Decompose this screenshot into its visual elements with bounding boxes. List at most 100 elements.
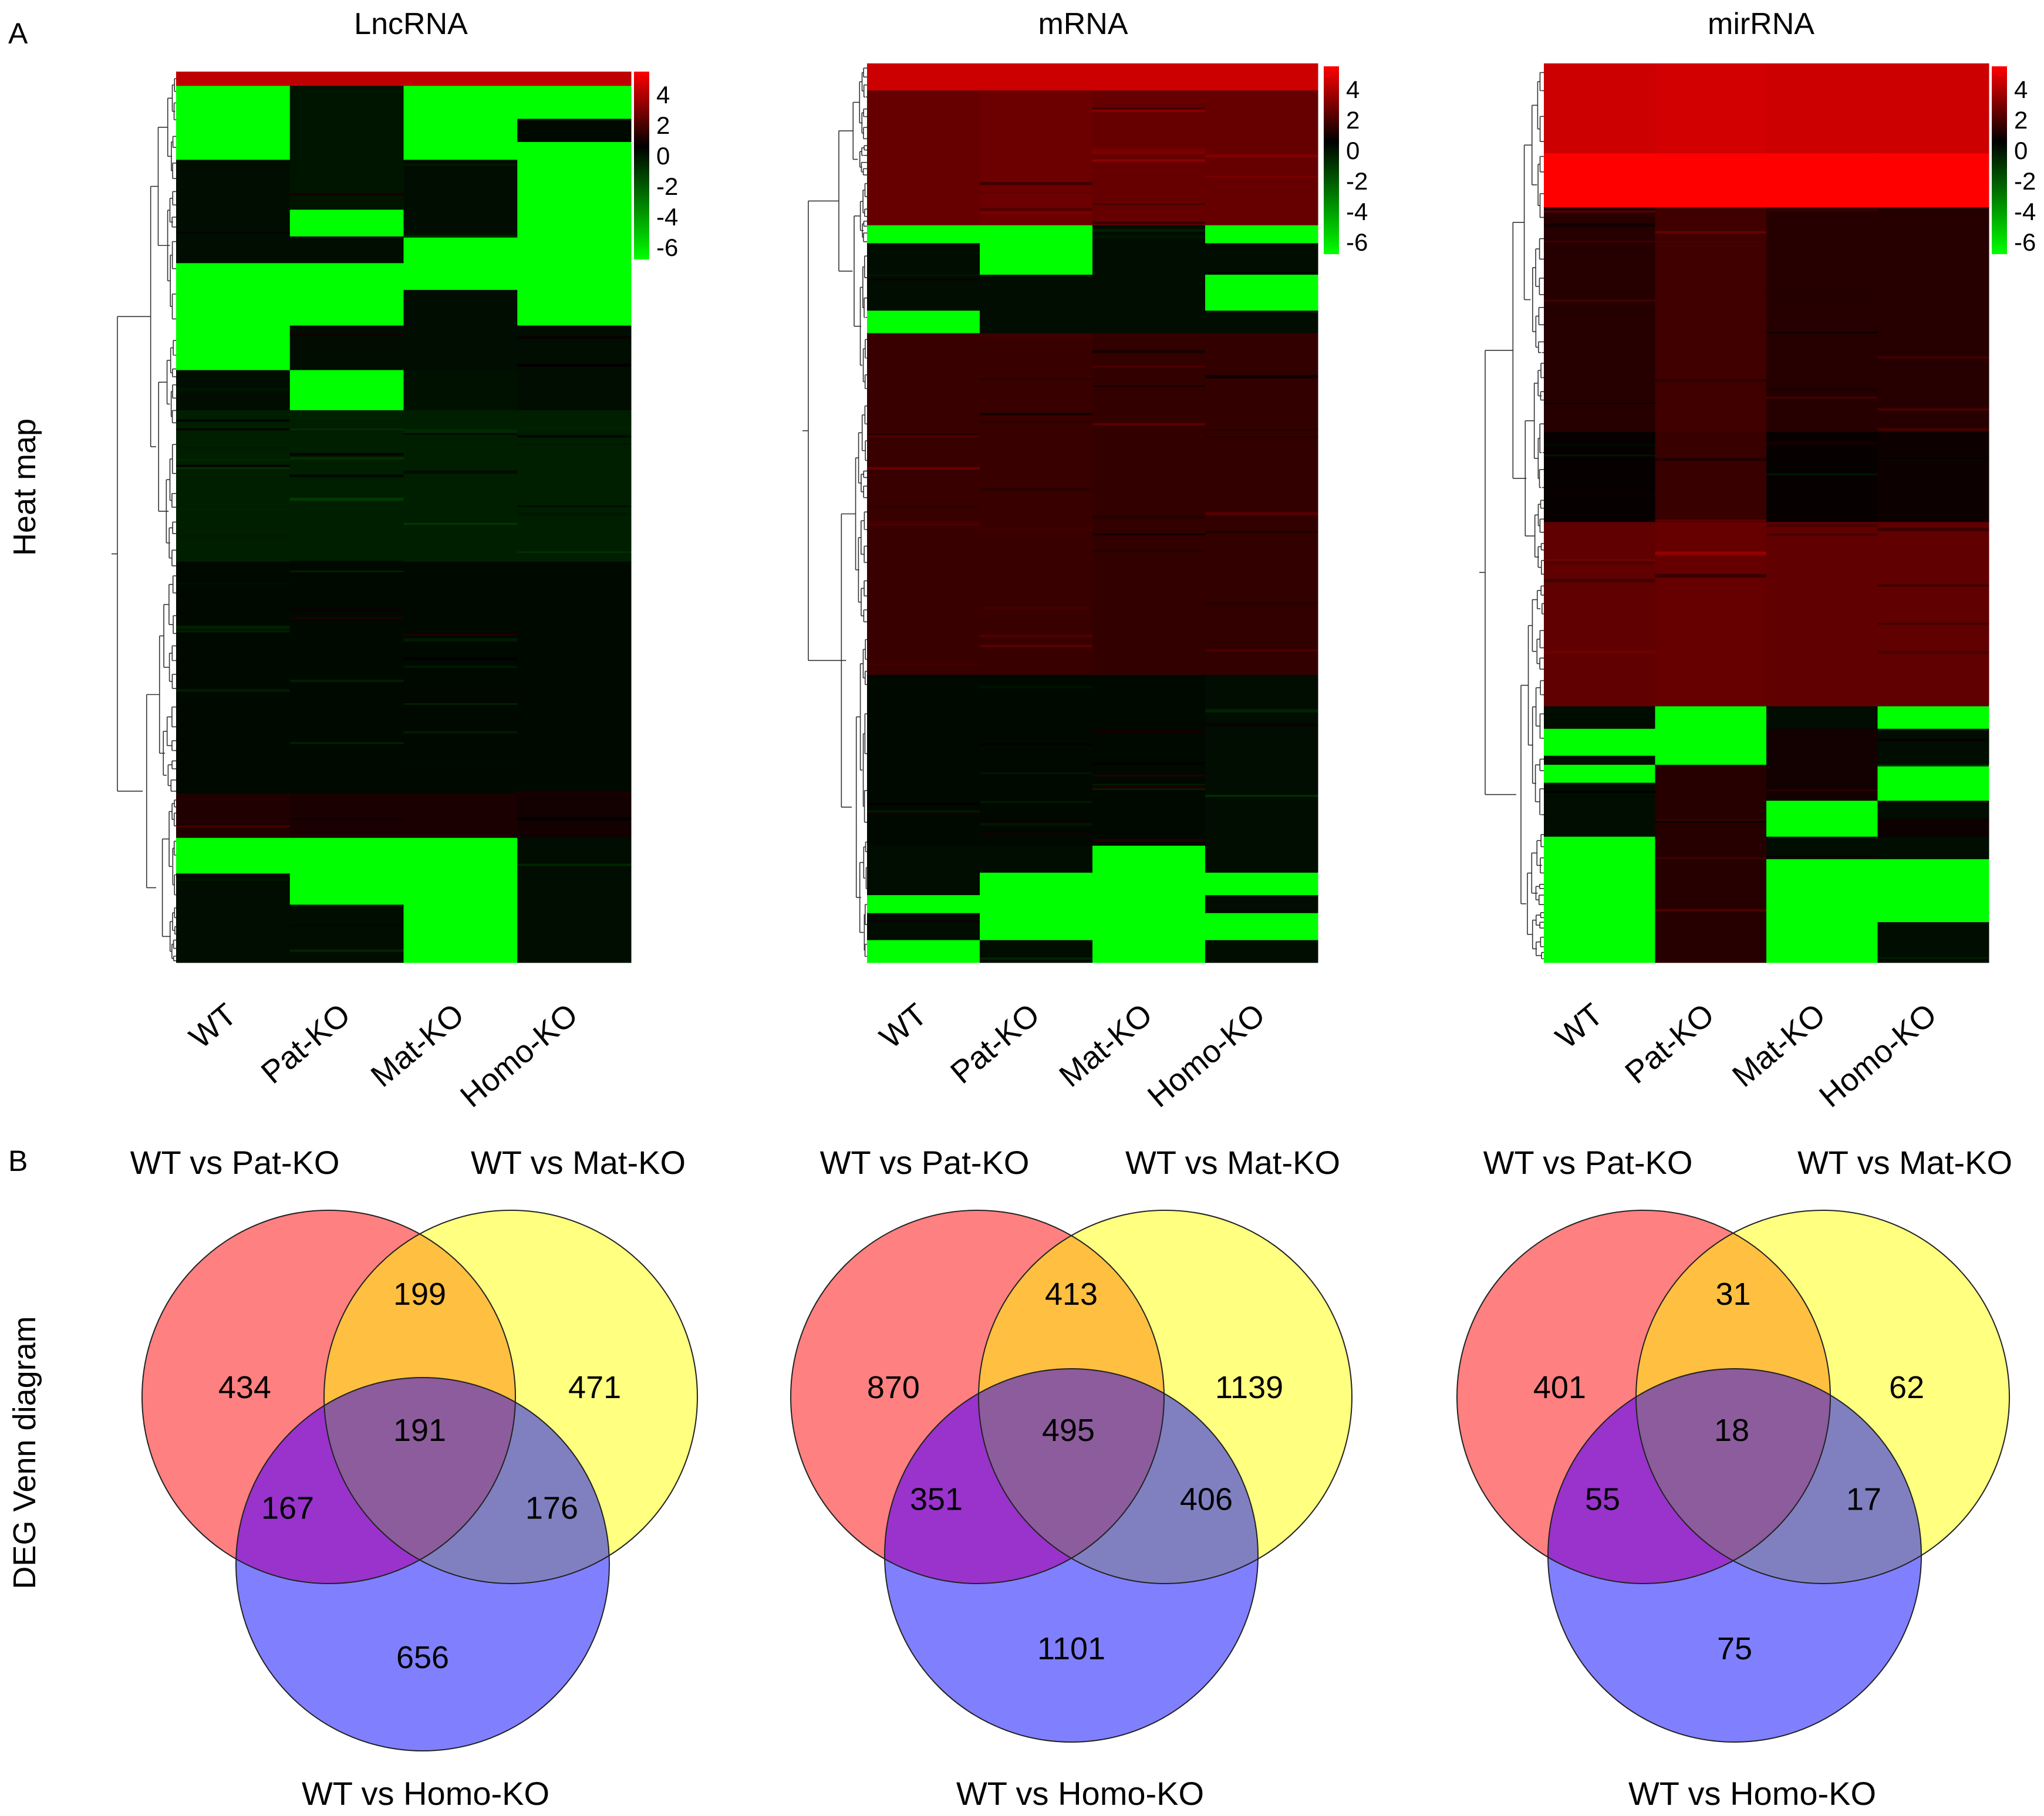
heatmap-cell	[176, 838, 291, 874]
heatmap-cell	[1205, 872, 1318, 896]
colorbar	[1324, 66, 1339, 254]
venn-set-label: WT vs Mat-KO	[471, 1144, 686, 1181]
heatmap-texture-stripe	[1092, 203, 1205, 205]
heatmap-texture-stripe	[1544, 492, 1655, 495]
heatmap-texture-stripe	[867, 435, 980, 438]
heatmap-dendrogram	[802, 67, 867, 957]
heatmap-texture-stripe	[1092, 229, 1205, 232]
heatmap-texture-stripe	[980, 607, 1092, 609]
heatmap-cell	[517, 72, 632, 86]
heatmap-cell	[980, 674, 1093, 846]
heatmap-texture-stripe	[289, 497, 404, 501]
heatmap-texture-stripe	[176, 508, 290, 510]
heatmap-texture-stripe	[1544, 541, 1655, 543]
heatmap-cell	[980, 225, 1093, 244]
colorbar-tick-label: -6	[1346, 228, 1368, 256]
heatmap-cell	[1544, 859, 1655, 923]
colorbar-tick-label: -4	[1346, 198, 1368, 225]
heatmap-cell	[403, 263, 518, 291]
heatmap-cell	[289, 873, 404, 905]
heatmap-cell	[176, 289, 291, 326]
heatmap-texture-stripe	[1092, 423, 1205, 426]
venn-region-count: 1101	[1037, 1631, 1105, 1666]
heatmap-cell	[403, 289, 518, 326]
heatmap-cell	[1655, 522, 1767, 707]
column-label: Mat-KO	[365, 997, 471, 1094]
venn-outline	[141, 1210, 516, 1584]
heatmap-texture-stripe	[980, 211, 1092, 214]
heatmap-texture-stripe	[1766, 524, 1878, 527]
heatmap-texture-stripe	[1655, 241, 1766, 244]
heatmap-texture-stripe	[1092, 221, 1205, 224]
heatmap-texture-stripe	[1655, 909, 1766, 912]
heatmap-cell	[1766, 764, 1878, 784]
heatmap-cell	[980, 913, 1093, 941]
heatmap-cell	[403, 410, 518, 562]
heatmap-texture-stripe	[1766, 332, 1878, 333]
heatmap-cell	[1092, 333, 1206, 676]
venn-region-count: 75	[1717, 1631, 1752, 1666]
column-label: WT	[1549, 997, 1610, 1055]
heatmap-cell	[1766, 207, 1878, 433]
heatmap-texture-stripe	[1655, 379, 1766, 381]
heatmap-cell	[1205, 243, 1318, 275]
heatmap-cell	[517, 141, 632, 160]
heatmap-texture-stripe	[1092, 131, 1205, 133]
heatmap-cell	[867, 895, 980, 914]
heatmap-texture-stripe	[1544, 791, 1655, 794]
heatmap-texture-stripe	[403, 693, 518, 697]
venn-set-label: WT vs Homo-KO	[1628, 1775, 1876, 1812]
venn-region-count: 434	[218, 1370, 271, 1405]
heatmap-cell	[1877, 728, 1989, 757]
heatmap-cell	[289, 119, 404, 143]
heatmap-cell	[1655, 782, 1767, 801]
venn-outline	[323, 1210, 698, 1584]
heatmap-texture-stripe	[867, 526, 980, 528]
heatmap-cell	[517, 210, 632, 237]
heatmap-texture-stripe	[1544, 559, 1655, 561]
venn-diagram-2: WT vs Pat-KO WT vs Mat-KO WT vs Homo-KO 870…	[790, 1144, 1352, 1812]
heatmap-texture-stripe	[1655, 574, 1766, 578]
heatmap-texture-stripe	[289, 428, 404, 431]
heatmap-texture-stripe	[176, 428, 290, 431]
heatmap-texture-stripe	[289, 561, 404, 563]
heatmap-texture-stripe	[1544, 714, 1655, 716]
heatmap-cell	[1766, 63, 1878, 154]
colorbar-tick-label: 2	[1346, 106, 1360, 134]
heatmap-cell	[1766, 818, 1878, 838]
heatmap-texture-stripe	[1092, 787, 1205, 790]
heatmap-texture-stripe	[176, 630, 290, 633]
heatmap-cell	[1655, 432, 1767, 522]
heatmap-texture-stripe	[1544, 454, 1655, 457]
panel-a-letter: A	[8, 17, 28, 50]
heatmap-texture-stripe	[1544, 308, 1655, 312]
heatmap-cell	[1092, 895, 1206, 914]
heatmap-texture-stripe	[1205, 272, 1318, 274]
colorbar-tick-label: 0	[1346, 137, 1360, 164]
heatmap-cell	[1877, 706, 1989, 730]
heatmap-texture-stripe	[1205, 531, 1318, 534]
venn-region-count: 656	[396, 1640, 449, 1675]
heatmap-cell	[980, 90, 1093, 226]
heatmap-cell	[1655, 153, 1767, 208]
heatmap-cell	[403, 793, 518, 838]
venn-region-count: 167	[261, 1491, 314, 1526]
heatmap-cell	[867, 845, 980, 873]
heatmap-texture-stripe	[176, 878, 290, 881]
heatmap-cell	[1544, 764, 1655, 784]
heatmap-cell	[1544, 432, 1655, 522]
heatmap-texture-stripe	[176, 583, 290, 585]
heatmap-texture-stripe	[1877, 528, 1989, 531]
venn-region-count: 191	[393, 1413, 446, 1448]
heatmap-cell	[1655, 859, 1767, 923]
heatmap-cell	[289, 325, 404, 371]
heatmap-cell	[867, 90, 980, 226]
heatmap-texture-stripe	[403, 234, 518, 238]
heatmap-texture-stripe	[1655, 856, 1766, 860]
heatmap-texture-stripe	[1092, 107, 1205, 110]
heatmap-texture-stripe	[867, 521, 980, 523]
heatmap-cell	[517, 370, 632, 411]
heatmap-texture-stripe	[517, 512, 631, 516]
heatmap-texture-stripe	[1092, 235, 1205, 239]
